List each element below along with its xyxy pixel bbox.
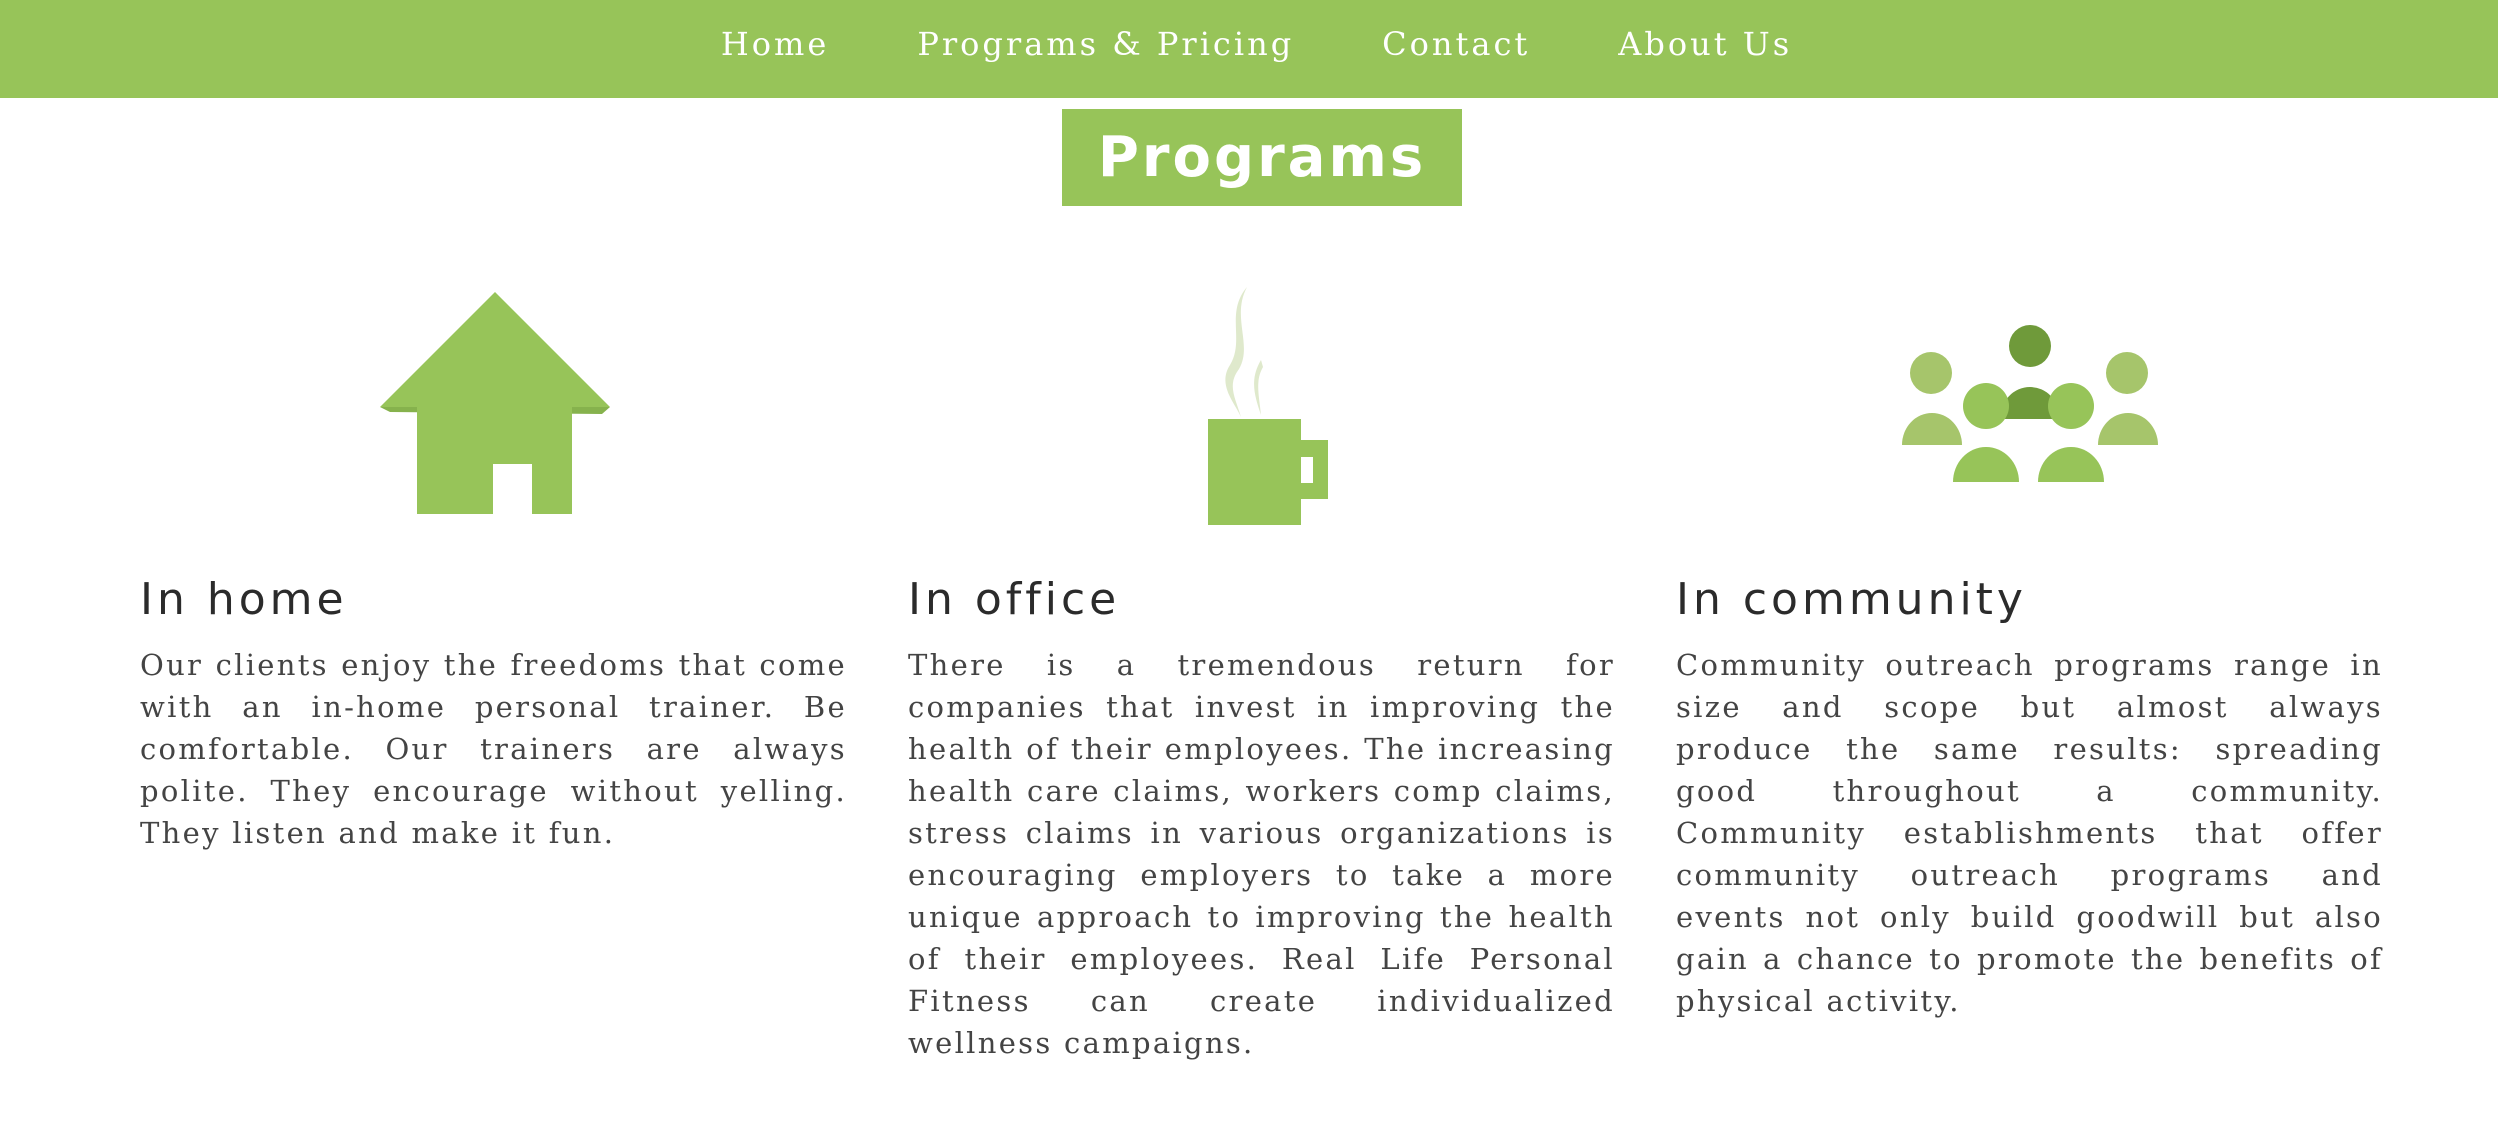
program-in-home: In home Our clients enjoy the freedoms t… <box>140 568 847 854</box>
nav-about-us-link[interactable]: About Us <box>1618 25 1793 63</box>
program-heading: In home <box>140 574 348 625</box>
page-title: Programs <box>1097 125 1427 190</box>
nav-home-link[interactable]: Home <box>720 25 830 63</box>
program-description: Our clients enjoy the freedoms that come… <box>140 648 847 850</box>
coffee-mug-icon <box>1205 285 1330 525</box>
top-navbar: Home Programs & Pricing Contact About Us <box>0 0 2498 98</box>
people-group-icon <box>1900 324 2160 484</box>
house-icon <box>380 292 610 516</box>
program-description: There is a tremendous return for compani… <box>908 648 1615 1060</box>
nav-contact-link[interactable]: Contact <box>1382 25 1531 63</box>
program-in-community: In community Community outreach programs… <box>1676 568 2383 1022</box>
nav-programs-pricing-link[interactable]: Programs & Pricing <box>917 25 1295 63</box>
program-heading: In office <box>908 574 1121 625</box>
program-in-office: In office There is a tremendous return f… <box>908 568 1615 1064</box>
program-description: Community outreach programs range in siz… <box>1676 648 2383 1018</box>
programs-banner: Programs <box>1062 109 1462 206</box>
program-heading: In community <box>1676 574 2027 625</box>
